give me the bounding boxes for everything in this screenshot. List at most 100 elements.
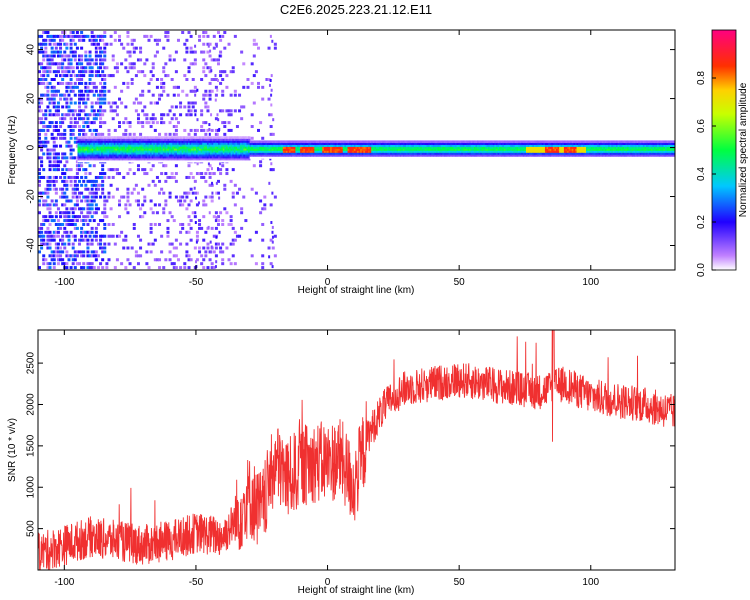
heatmap-cell: [82, 179, 86, 183]
heatmap-cell: [183, 58, 187, 62]
heatmap-cell: [297, 142, 300, 146]
heatmap-cell: [156, 151, 159, 155]
heatmap-cell: [319, 156, 322, 159]
heatmap-cell: [269, 125, 273, 129]
heatmap-cell: [101, 155, 104, 159]
heatmap-cell: [518, 152, 521, 155]
heatmap-cell: [232, 150, 235, 153]
heatmap-cell: [46, 89, 50, 93]
heatmap-cell: [113, 66, 117, 70]
heatmap-cell: [189, 46, 193, 50]
heatmap-cell: [126, 81, 130, 85]
heatmap-cell: [109, 168, 113, 172]
heatmap-cell: [295, 156, 298, 159]
heatmap-cell: [202, 159, 205, 163]
heatmap-cell: [71, 234, 75, 238]
heatmap-cell: [82, 222, 86, 226]
heatmap-cell: [154, 150, 158, 153]
heatmap-cell: [130, 62, 134, 66]
heatmap-cell: [162, 85, 166, 89]
heatmap-cell: [184, 157, 188, 161]
heatmap-cell: [191, 175, 195, 179]
heatmap-cell: [140, 159, 144, 163]
heatmap-cell: [191, 78, 195, 81]
heatmap-cell: [409, 146, 412, 149]
heatmap-cell: [203, 144, 207, 147]
heatmap-cell: [210, 262, 214, 266]
heatmap-cell: [128, 168, 132, 172]
heatmap-cell: [221, 146, 224, 149]
heatmap-cell: [431, 150, 434, 153]
heatmap-cell: [159, 150, 163, 153]
heatmap-cell: [195, 138, 199, 141]
heatmap-cell: [415, 150, 418, 153]
heatmap-cell: [379, 144, 382, 147]
heatmap-cell: [211, 150, 215, 153]
heatmap-cell: [38, 105, 41, 109]
heatmap-cell: [50, 219, 54, 223]
heatmap-cell: [472, 156, 475, 159]
heatmap-cell: [300, 150, 303, 153]
heatmap-cell: [462, 152, 466, 155]
heatmap-cell: [363, 142, 366, 146]
heatmap-cell: [99, 97, 103, 101]
heatmap-cell: [166, 38, 170, 42]
heatmap-cell: [48, 148, 52, 152]
heatmap-cell: [77, 144, 80, 147]
heatmap-cell: [135, 136, 139, 139]
heatmap-cell: [90, 199, 94, 203]
heatmap-cell: [142, 155, 145, 159]
heatmap-cell: [221, 262, 225, 266]
heatmap-cell: [211, 148, 215, 151]
heatmap-cell: [40, 62, 44, 66]
heatmap-cell: [458, 146, 461, 149]
heatmap-cell: [173, 153, 177, 157]
heatmap-cell: [401, 144, 404, 147]
heatmap-cell: [243, 144, 246, 147]
heatmap-cell: [126, 70, 130, 74]
heatmap-cell: [252, 142, 256, 146]
heatmap-cell: [169, 146, 172, 149]
heatmap-cell: [189, 109, 193, 113]
heatmap-cell: [327, 154, 330, 157]
heatmap-cell: [173, 155, 177, 159]
heatmap-cell: [48, 168, 52, 172]
heatmap-cell: [59, 175, 63, 179]
heatmap-cell: [248, 151, 251, 155]
heatmap-cell: [423, 140, 426, 144]
heatmap-cell: [80, 164, 84, 168]
heatmap-cell: [402, 148, 406, 151]
heatmap-cell: [236, 136, 240, 139]
heatmap-cell: [183, 150, 186, 153]
heatmap-cell: [59, 93, 63, 97]
heatmap-cell: [126, 136, 129, 139]
heatmap-cell: [374, 146, 377, 149]
heatmap-cell: [73, 238, 77, 242]
heatmap-cell: [328, 142, 331, 146]
heatmap-cell: [311, 140, 314, 144]
heatmap-cell: [78, 113, 82, 117]
heatmap-cell: [118, 121, 122, 125]
heatmap-cell: [142, 146, 145, 149]
heatmap-cell: [210, 250, 213, 254]
heatmap-cell: [54, 125, 58, 129]
heatmap-cell: [179, 230, 183, 234]
heatmap-cell: [59, 160, 63, 164]
heatmap-cell: [56, 54, 60, 58]
heatmap-cell: [218, 140, 221, 143]
heatmap-cell: [178, 140, 181, 143]
heatmap-cell: [336, 150, 339, 153]
heatmap-cell: [195, 159, 199, 163]
heatmap-cell: [110, 144, 114, 147]
heatmap-cell: [126, 144, 129, 147]
heatmap-cell: [206, 266, 210, 270]
heatmap-cell: [56, 246, 60, 250]
heatmap-cell: [372, 144, 376, 147]
heatmap-cell: [139, 132, 143, 136]
heatmap-cell: [107, 234, 111, 238]
heatmap-cell: [150, 148, 153, 151]
heatmap-cell: [56, 262, 60, 266]
heatmap-cell: [334, 140, 338, 144]
heatmap-cell: [263, 142, 267, 146]
heatmap-cell: [183, 140, 186, 143]
